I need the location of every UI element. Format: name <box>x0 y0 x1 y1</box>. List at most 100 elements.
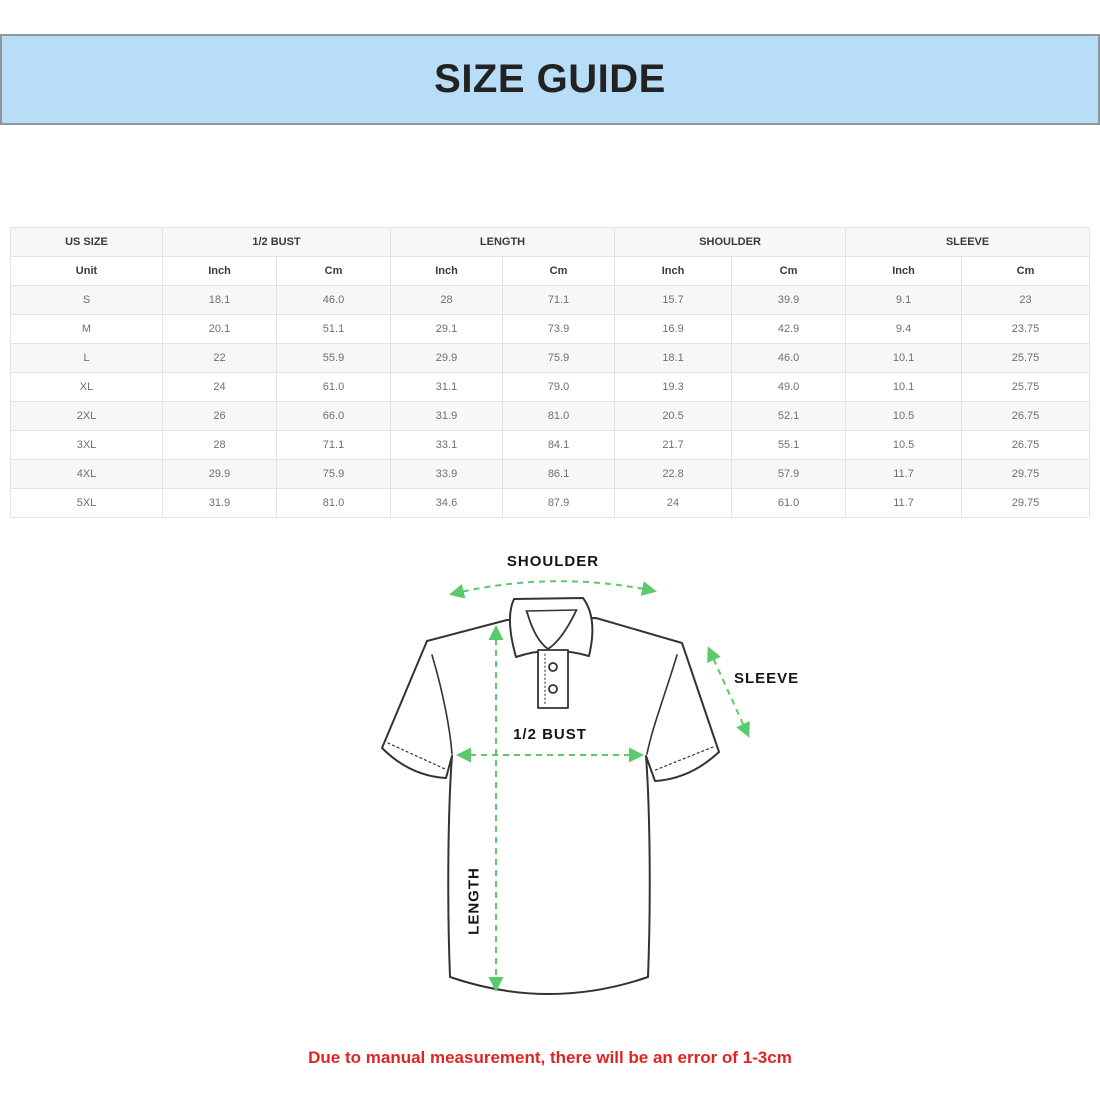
measurement-cell: 29.75 <box>961 488 1090 518</box>
table-row: S 18.1 46.0 28 71.1 15.7 39.9 9.1 23 <box>10 285 1090 315</box>
measurement-cell: 31.9 <box>162 488 277 518</box>
measurement-cell: 33.1 <box>390 430 504 460</box>
shoulder-measure-arrow <box>449 580 657 599</box>
sleeve-stitch-right <box>652 746 714 772</box>
collar-outline <box>509 597 594 658</box>
polo-shirt-icon <box>381 580 750 995</box>
measurement-cell: 51.1 <box>275 314 392 344</box>
length-label: LENGTH <box>465 867 483 935</box>
button-top <box>548 662 558 672</box>
measurement-cell: 20.1 <box>162 314 277 344</box>
unit-header: Cm <box>731 256 847 286</box>
measurement-cell: 71.1 <box>502 285 616 315</box>
measurement-cell: 46.0 <box>275 285 392 315</box>
measurement-cell: 31.1 <box>390 372 504 402</box>
measurement-cell: 23.75 <box>961 314 1090 344</box>
measurement-cell: 10.1 <box>845 372 963 402</box>
armhole-seam-left <box>431 654 453 755</box>
measurement-cell: 29.9 <box>390 343 504 373</box>
measurement-cell: 24 <box>162 372 277 402</box>
placket <box>537 649 569 709</box>
measurement-cell: 21.7 <box>614 430 733 460</box>
shoulder-label: SHOULDER <box>506 553 600 570</box>
measurement-cell: 11.7 <box>845 488 963 518</box>
measurement-cell: 57.9 <box>731 459 847 489</box>
measurement-cell: 81.0 <box>502 401 616 431</box>
measurement-cell: 10.5 <box>845 430 963 460</box>
size-name-cell: 2XL <box>10 401 163 431</box>
size-name-cell: 4XL <box>10 459 163 489</box>
measurement-cell: 26.75 <box>961 430 1090 460</box>
measurement-cell: 9.4 <box>845 314 963 344</box>
measurement-cell: 71.1 <box>275 430 392 460</box>
measurement-cell: 34.6 <box>390 488 504 518</box>
measurement-cell: 18.1 <box>614 343 733 373</box>
size-name-cell: S <box>10 285 163 315</box>
size-name-cell: XL <box>10 372 163 402</box>
unit-header: Cm <box>275 256 392 286</box>
unit-header: Cm <box>502 256 616 286</box>
measurement-cell: 66.0 <box>275 401 392 431</box>
measurement-cell: 49.0 <box>731 372 847 402</box>
measurement-cell: 9.1 <box>845 285 963 315</box>
measurement-cell: 84.1 <box>502 430 616 460</box>
unit-header: Inch <box>614 256 733 286</box>
measurement-cell: 25.75 <box>961 343 1090 373</box>
measurement-cell: 79.0 <box>502 372 616 402</box>
measurement-cell: 75.9 <box>502 343 616 373</box>
measurement-cell: 16.9 <box>614 314 733 344</box>
table-row: 3XL 28 71.1 33.1 84.1 21.7 55.1 10.5 26.75 <box>10 430 1090 460</box>
table-group-header-row: US SIZE 1/2 BUST LENGTH SHOULDER SLEEVE <box>10 227 1090 257</box>
unit-header: Inch <box>162 256 277 286</box>
measurement-cell: 26.75 <box>961 401 1090 431</box>
column-group-us-size: US SIZE <box>10 227 163 257</box>
table-row: 5XL 31.9 81.0 34.6 87.9 24 61.0 11.7 29.75 <box>10 488 1090 518</box>
measurement-cell: 39.9 <box>731 285 847 315</box>
table-row: XL 24 61.0 31.1 79.0 19.3 49.0 10.1 25.75 <box>10 372 1090 402</box>
measurement-cell: 75.9 <box>275 459 392 489</box>
measurement-cell: 22.8 <box>614 459 733 489</box>
shirt-body-outline <box>381 617 720 995</box>
measurement-cell: 61.0 <box>275 372 392 402</box>
table-row: 4XL 29.9 75.9 33.9 86.1 22.8 57.9 11.7 29.75 <box>10 459 1090 489</box>
measurement-cell: 20.5 <box>614 401 733 431</box>
measurement-cell: 42.9 <box>731 314 847 344</box>
table-row: 2XL 26 66.0 31.9 81.0 20.5 52.1 10.5 26.75 <box>10 401 1090 431</box>
measurement-cell: 15.7 <box>614 285 733 315</box>
measurement-cell: 29.9 <box>162 459 277 489</box>
measurement-cell: 24 <box>614 488 733 518</box>
measurement-cell: 28 <box>390 285 504 315</box>
measurement-cell: 33.9 <box>390 459 504 489</box>
measurement-cell: 87.9 <box>502 488 616 518</box>
collar-v-fold <box>526 610 577 650</box>
size-table: US SIZE 1/2 BUST LENGTH SHOULDER SLEEVE … <box>10 227 1090 518</box>
measurement-cell: 19.3 <box>614 372 733 402</box>
size-name-cell: 5XL <box>10 488 163 518</box>
size-name-cell: M <box>10 314 163 344</box>
measurement-disclaimer: Due to manual measurement, there will be… <box>308 1048 792 1067</box>
sleeve-measure-arrow <box>707 646 750 738</box>
unit-header: Inch <box>390 256 504 286</box>
measurement-cell: 55.9 <box>275 343 392 373</box>
measurement-cell: 29.1 <box>390 314 504 344</box>
unit-header: Cm <box>961 256 1090 286</box>
bust-label: 1/2 BUST <box>513 726 587 743</box>
armhole-seam-right <box>646 654 678 755</box>
measurement-cell: 52.1 <box>731 401 847 431</box>
table-unit-header-row: Unit Inch Cm Inch Cm Inch Cm Inch Cm <box>10 256 1090 286</box>
sleeve-label: SLEEVE <box>734 670 800 687</box>
measurement-cell: 55.1 <box>731 430 847 460</box>
column-group-half-bust: 1/2 BUST <box>161 227 392 257</box>
measurement-cell: 73.9 <box>502 314 616 344</box>
measurement-cell: 26 <box>162 401 277 431</box>
unit-header: Inch <box>845 256 963 286</box>
measurement-cell: 11.7 <box>845 459 963 489</box>
measurement-cell: 29.75 <box>961 459 1090 489</box>
measurement-cell: 86.1 <box>502 459 616 489</box>
unit-header: Unit <box>10 256 163 286</box>
measurement-cell: 10.5 <box>845 401 963 431</box>
measurement-cell: 23 <box>961 285 1090 315</box>
size-table-container: US SIZE 1/2 BUST LENGTH SHOULDER SLEEVE … <box>10 227 1090 518</box>
size-guide-banner: SIZE GUIDE <box>0 34 1100 125</box>
